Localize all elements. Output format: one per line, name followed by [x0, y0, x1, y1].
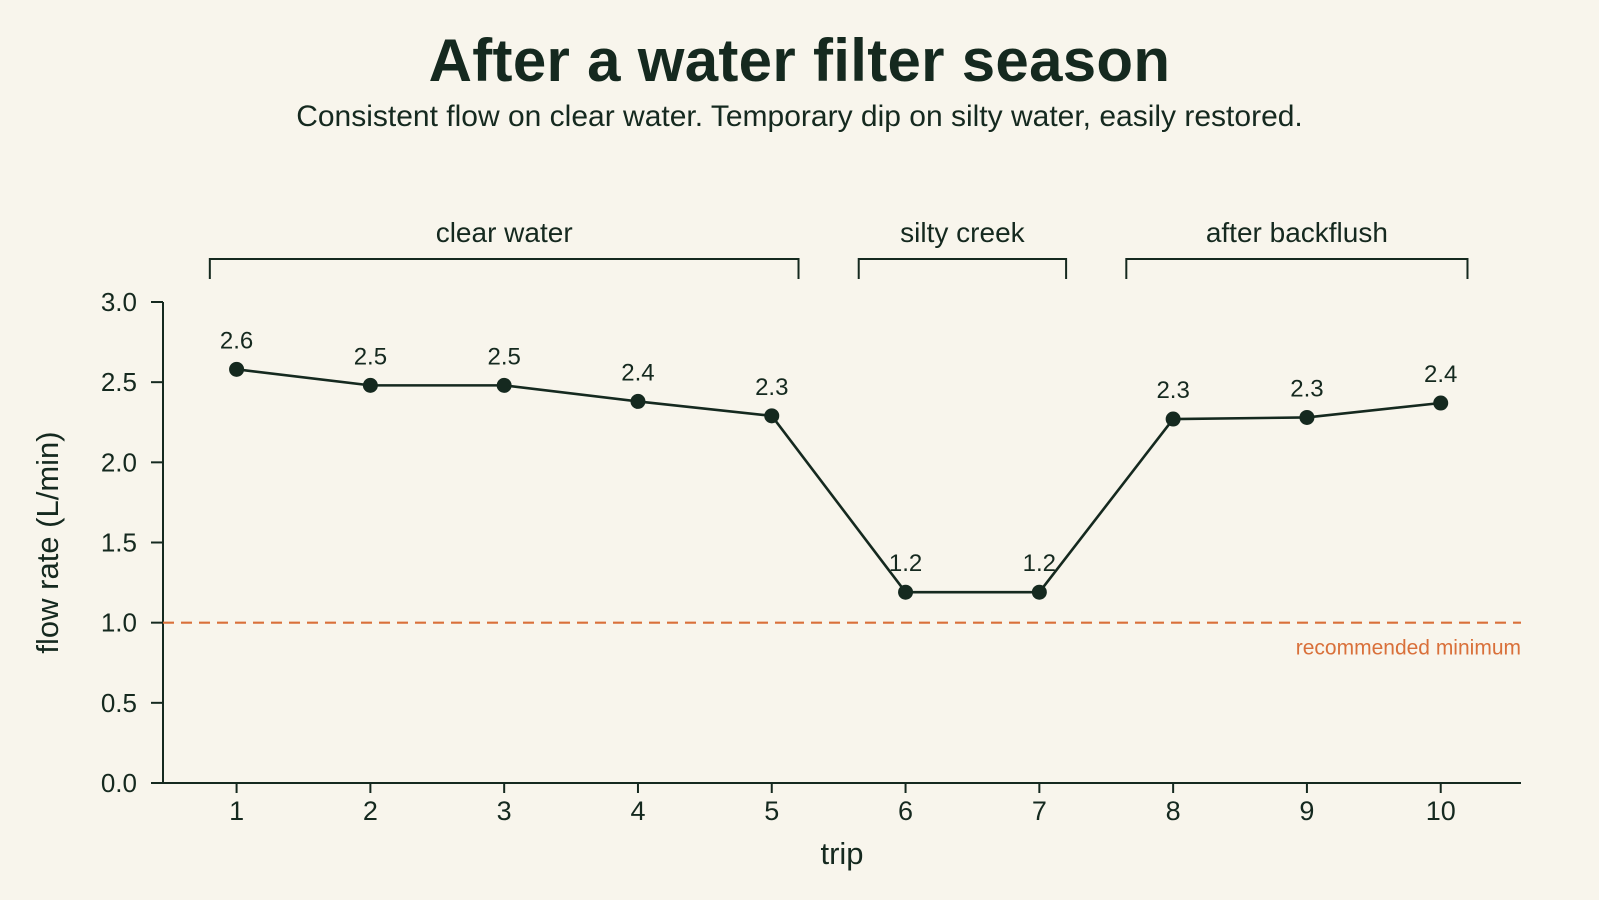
- chart-title: After a water filter season: [428, 27, 1171, 94]
- x-axis-title: trip: [820, 836, 863, 871]
- data-point: [1433, 395, 1449, 411]
- group-bracket: [857, 258, 1068, 279]
- x-tick-label: 1: [229, 796, 244, 826]
- x-tick-label: 10: [1426, 796, 1456, 826]
- x-tick-label: 9: [1299, 796, 1314, 826]
- data-label: 1.2: [1023, 550, 1056, 577]
- data-label: 1.2: [889, 550, 922, 577]
- data-point: [496, 377, 512, 393]
- data-label: 2.3: [1156, 377, 1189, 404]
- data-point: [1299, 409, 1315, 425]
- x-tick-label: 8: [1166, 796, 1181, 826]
- data-point: [1165, 411, 1181, 427]
- data-label: 2.3: [1290, 375, 1323, 402]
- y-tick-label: 0.0: [101, 768, 137, 798]
- data-label: 2.4: [621, 359, 654, 386]
- y-tick-label: 0.5: [101, 688, 137, 718]
- y-axis-title: flow rate (L/min): [30, 431, 65, 653]
- y-tick-label: 2.0: [101, 447, 137, 477]
- data-point: [362, 377, 378, 393]
- x-tick-label: 5: [764, 796, 779, 826]
- y-tick-label: 2.5: [101, 367, 137, 397]
- data-label: 2.4: [1424, 361, 1457, 388]
- data-point: [229, 361, 245, 377]
- group-bracket: [208, 258, 800, 279]
- x-tick-label: 3: [497, 796, 512, 826]
- data-point: [898, 584, 914, 600]
- data-label: 2.5: [487, 343, 520, 370]
- data-point: [630, 393, 646, 409]
- y-tick-label: 1.0: [101, 608, 137, 638]
- y-tick-label: 1.5: [101, 528, 137, 558]
- group-bracket: [1125, 258, 1469, 279]
- series-line: [236, 368, 1441, 594]
- x-tick-label: 6: [898, 796, 913, 826]
- group-label: silty creek: [900, 217, 1025, 248]
- data-point: [1031, 584, 1047, 600]
- y-tick-label: 3.0: [101, 287, 137, 317]
- data-label: 2.6: [220, 327, 253, 354]
- x-tick-label: 7: [1032, 796, 1047, 826]
- data-label: 2.5: [354, 343, 387, 370]
- data-point: [764, 408, 780, 424]
- data-label: 2.3: [755, 374, 788, 401]
- chart-subtitle: Consistent flow on clear water. Temporar…: [296, 100, 1303, 133]
- x-tick-label: 4: [630, 796, 645, 826]
- group-label: after backflush: [1206, 217, 1388, 248]
- x-tick-label: 2: [363, 796, 378, 826]
- reference-line-label: recommended minimum: [1296, 637, 1521, 660]
- group-label: clear water: [436, 217, 573, 248]
